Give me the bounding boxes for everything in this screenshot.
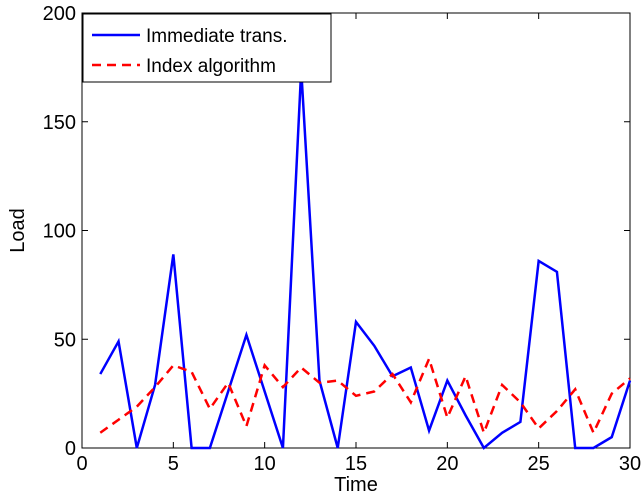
series-line-immediate-trans [99, 69, 632, 450]
x-tick-label: 10 [254, 453, 276, 475]
y-tick-label: 200 [43, 3, 76, 25]
x-tick-label: 0 [76, 453, 87, 475]
y-tick-label: 100 [43, 221, 76, 243]
legend-label-immediate-trans: Immediate trans. [146, 26, 288, 47]
y-tick-label: 150 [43, 112, 76, 134]
y-tick-label: 0 [65, 438, 76, 460]
x-tick-label: 20 [436, 453, 458, 475]
legend-box [82, 13, 332, 83]
x-tick-label: 15 [345, 453, 367, 475]
legend-label-index-algorithm: Index algorithm [146, 56, 276, 77]
x-tick-label: 5 [168, 453, 179, 475]
series-line-index-algorithm [99, 355, 631, 437]
x-tick-label: 30 [619, 453, 641, 475]
x-tick-label: 25 [528, 453, 550, 475]
axis-ticks: 0 5 10 15 20 25 30 0 50 100 150 200 [43, 3, 642, 475]
y-axis-label: Load [7, 208, 29, 253]
y-tick-label: 50 [54, 329, 76, 351]
series-layer [99, 69, 632, 450]
x-axis-label: Time [334, 474, 378, 496]
legend: Immediate trans. Index algorithm [82, 13, 332, 83]
plot-area: 0 5 10 15 20 25 30 0 50 100 150 200 Immediate trans… [43, 3, 642, 475]
